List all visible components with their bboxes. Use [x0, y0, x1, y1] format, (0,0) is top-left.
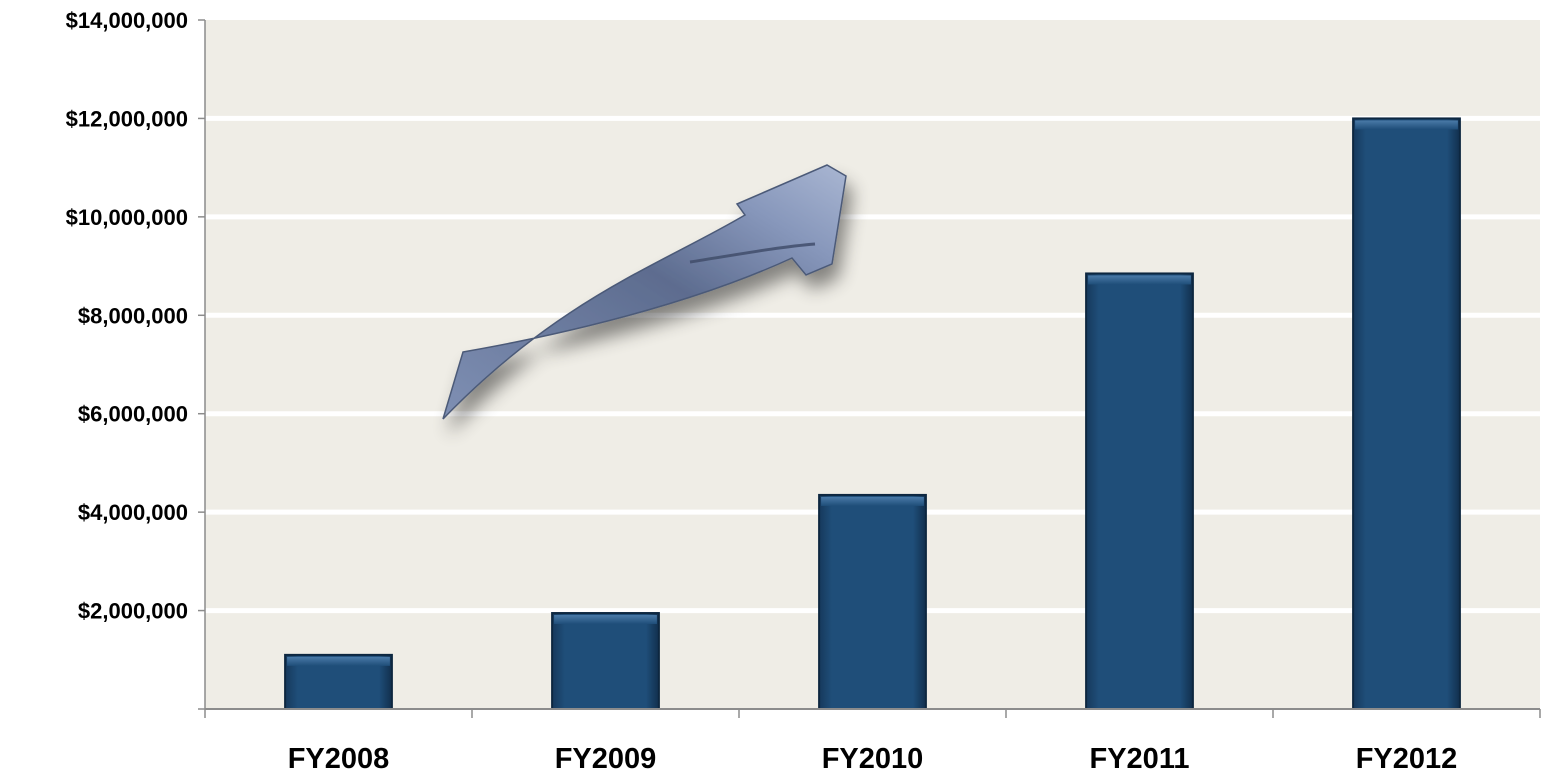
- bar-bevel: [1088, 275, 1191, 285]
- bar-body: [1085, 272, 1194, 710]
- x-tick-label: FY2008: [288, 743, 390, 774]
- bar-body: [1352, 117, 1461, 710]
- bar: [818, 493, 927, 710]
- y-tick-label: $8,000,000: [78, 303, 188, 328]
- y-tick-label: $10,000,000: [66, 205, 188, 230]
- x-tick-label: FY2011: [1090, 743, 1190, 774]
- bar-body: [818, 493, 927, 710]
- y-tick-labels: $2,000,000 $4,000,000 $6,000,000 $8,000,000…: [66, 8, 188, 624]
- trend-arrow-icon: [442, 164, 847, 420]
- bar: [1352, 117, 1461, 710]
- bar-bevel: [1355, 120, 1458, 130]
- bar: [284, 653, 393, 710]
- y-tick-label: $14,000,000: [66, 8, 188, 33]
- x-tick-label: FY2010: [822, 743, 924, 774]
- y-tick-label: $2,000,000: [78, 599, 188, 624]
- bar-bevel: [821, 496, 924, 506]
- x-tick-labels: FY2008 FY2009 FY2010 FY2011 FY2012: [288, 743, 1458, 774]
- bar-bevel: [287, 656, 390, 666]
- bar: [551, 612, 660, 711]
- y-tick-label: $6,000,000: [78, 402, 188, 427]
- bars: [284, 117, 1461, 711]
- bar: [1085, 272, 1194, 710]
- x-tick-label: FY2012: [1356, 743, 1458, 774]
- y-tick-label: $4,000,000: [78, 500, 188, 525]
- bar-bevel: [554, 615, 657, 625]
- axes: [198, 19, 1541, 718]
- bar-body: [551, 612, 660, 711]
- x-tick-label: FY2009: [555, 743, 657, 774]
- y-tick-label: $12,000,000: [66, 106, 188, 131]
